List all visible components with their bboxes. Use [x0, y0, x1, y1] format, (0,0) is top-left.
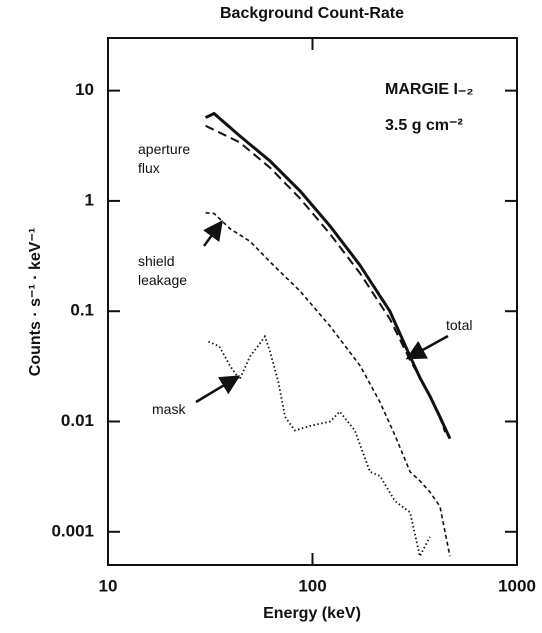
x-axis-label: Energy (keV) — [263, 605, 361, 622]
y-axis-label: Counts · s⁻¹ · keV⁻¹ — [27, 228, 44, 376]
series-line — [205, 212, 451, 557]
annotation: 3.5 g cm⁻² — [385, 117, 463, 134]
x-tick-label: 1000 — [498, 576, 536, 595]
arrow — [195, 375, 241, 404]
y-tick-label: 0.001 — [51, 521, 94, 540]
arrow — [202, 219, 223, 247]
series-label: shield leakage — [138, 253, 188, 288]
series-line — [205, 124, 447, 433]
arrow — [405, 334, 449, 360]
series-label: mask — [152, 401, 186, 417]
series-label: total — [446, 317, 473, 333]
y-tick-label: 0.1 — [70, 301, 94, 320]
y-tick-label: 0.01 — [61, 411, 94, 430]
y-tick-label: 1 — [85, 190, 94, 209]
x-tick-label: 100 — [298, 576, 326, 595]
series-label: aperture flux — [138, 141, 191, 176]
series-line — [208, 334, 431, 559]
y-tick-label: 10 — [75, 80, 94, 99]
chart-title: Background Count-Rate — [220, 5, 404, 22]
annotation: MARGIE I₋₂ — [385, 81, 473, 98]
series-line — [204, 111, 452, 440]
x-tick-label: 10 — [99, 576, 118, 595]
